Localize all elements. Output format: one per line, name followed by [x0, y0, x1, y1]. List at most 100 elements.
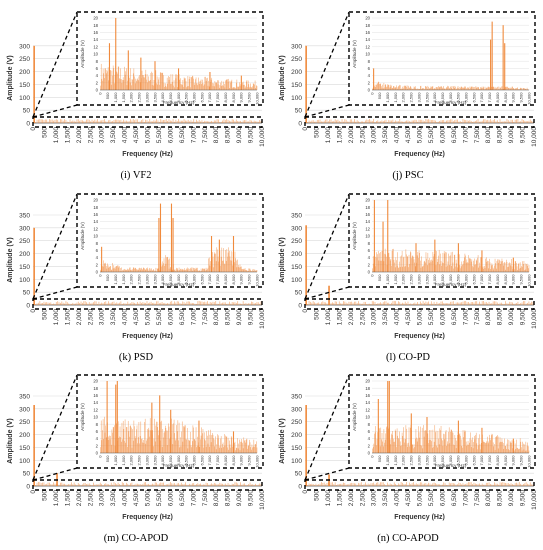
- spectrum-noise-bar: [174, 121, 175, 123]
- inset-spectrum-bar: [517, 87, 518, 90]
- spectrum-noise-bar: [161, 302, 163, 305]
- zoom-region-marker: [32, 298, 263, 310]
- spectrum-noise-bar: [343, 301, 344, 305]
- spectrum-noise-bar: [349, 119, 351, 123]
- inset-spectrum-bar: [447, 261, 449, 272]
- spectrum-noise-bar: [509, 301, 511, 305]
- inset-spectrum-bar: [180, 78, 181, 90]
- inset-spectrum-bar: [433, 88, 435, 90]
- spectrum-noise-bar: [237, 483, 239, 486]
- inset-spectrum-bar: [434, 425, 436, 453]
- inset-spectrum-bar: [141, 70, 143, 90]
- spectrum-noise-bar: [356, 484, 358, 486]
- spectrum-noise-bar: [443, 482, 445, 486]
- spectrum-noise-bar: [418, 119, 420, 123]
- spectrum-noise-bar: [197, 121, 199, 123]
- inset-spectrum-bar: [209, 265, 211, 272]
- inset-spectrum-bar: [494, 86, 496, 90]
- inset-spectrum-bar: [140, 421, 142, 453]
- spectrum-noise-bar: [487, 119, 489, 123]
- inset-spectrum-bar: [234, 441, 236, 453]
- spectrum-noise-bar: [252, 484, 254, 486]
- inset-spectrum-bar: [376, 85, 377, 90]
- spectrum-noise-bar: [80, 120, 82, 123]
- inset-spectrum-bar: [506, 87, 507, 90]
- inset-spectrum-bar: [379, 83, 380, 90]
- inset-spectrum-bar: [486, 261, 488, 272]
- inset-spectrum-bar: [185, 78, 186, 90]
- inset-spectrum-bar: [182, 269, 184, 272]
- inset-spectrum-bar: [418, 88, 420, 90]
- inset-spectrum-bar: [442, 440, 443, 453]
- spectrum-noise-bar: [134, 484, 136, 486]
- inset-spectrum-bar: [464, 431, 465, 453]
- inset-spectrum-bar: [464, 257, 465, 272]
- y-tick-label: 300: [291, 43, 302, 50]
- inset-spectrum-bar: [251, 449, 252, 453]
- spectrum-noise-bar: [50, 119, 52, 123]
- inset-spectrum-bar: [398, 438, 399, 453]
- spectrum-noise-bar: [200, 301, 201, 305]
- inset-spectrum-bar: [444, 88, 446, 90]
- inset-spectrum-bar: [477, 255, 479, 272]
- x-tick-label: 8,500: [225, 309, 232, 326]
- x-tick-label: 9,000: [508, 127, 515, 144]
- spectrum-noise-bar: [259, 483, 261, 486]
- spectrum-noise-bar: [435, 483, 436, 486]
- spectrum-noise-bar: [513, 121, 515, 123]
- inset-x-tick-label: 4,500: [168, 455, 173, 466]
- inset-spectrum-bar: [447, 85, 448, 90]
- inset-spectrum-bar: [229, 80, 231, 90]
- x-tick-label: 2,500: [359, 309, 366, 326]
- spectrum-noise-bar: [455, 484, 457, 486]
- inset-x-tick-label: 1,500: [393, 274, 398, 285]
- x-tick-label: 10,000: [259, 490, 266, 510]
- inset-y-tick-label: 8: [368, 422, 371, 427]
- inset-spectrum-bar: [111, 429, 113, 453]
- x-tick-label: 500: [41, 127, 48, 138]
- spectrum-noise-bar: [113, 301, 115, 305]
- inset-spectrum-bar: [509, 441, 511, 453]
- spectrum-noise-bar: [229, 484, 230, 486]
- zoom-inset-frame: [348, 193, 536, 288]
- spectrum-noise-bar: [211, 120, 212, 123]
- y-tick-label: 100: [19, 277, 30, 284]
- inset-spectrum-bar: [203, 268, 204, 272]
- inset-spectrum-bar: [190, 445, 192, 453]
- spectrum-noise-bar: [235, 119, 237, 123]
- spectrum-noise-bar: [354, 301, 355, 305]
- inset-spectrum-bar: [118, 267, 120, 272]
- inset-spectrum-bar: [122, 420, 124, 453]
- inset-spectrum-bar: [171, 81, 173, 90]
- inset-y-tick-label: 0: [368, 88, 371, 93]
- spectrum-noise-bar: [472, 302, 473, 305]
- spectrum-noise-bar: [316, 484, 318, 486]
- inset-spectrum-bar: [501, 438, 503, 453]
- inset-spectrum-bar: [219, 447, 220, 453]
- x-tick-label: 8,000: [485, 309, 492, 326]
- y-tick-label: 350: [19, 394, 30, 401]
- inset-spectrum-bar: [139, 82, 141, 90]
- inset-spectrum-bar: [153, 438, 155, 453]
- inset-spectrum-bar: [249, 86, 251, 90]
- spectrum-noise-bar: [193, 119, 195, 123]
- inset-x-tick-label: 2,500: [409, 455, 414, 466]
- inset-spectrum-bar: [487, 436, 488, 453]
- inset-spectrum-bar: [149, 79, 151, 90]
- x-tick-label: 7,500: [474, 309, 481, 326]
- spectrum-noise-bar: [374, 121, 376, 123]
- inset-y-tick-label: 6: [368, 248, 371, 253]
- spectrum-noise-bar: [484, 302, 486, 305]
- inset-spectrum-bar: [421, 266, 423, 272]
- spectrum-noise-bar: [182, 120, 184, 123]
- inset-spectrum-bar: [121, 82, 123, 90]
- spectrum-noise-bar: [255, 121, 256, 123]
- inset-spectrum-peak: [457, 243, 459, 272]
- spectrum-noise-bar: [499, 119, 501, 123]
- inset-spectrum-bar: [431, 447, 433, 453]
- inset-spectrum-bar: [454, 85, 456, 90]
- spectrum-noise-bar: [362, 121, 364, 123]
- spectrum-noise-bar: [360, 303, 362, 305]
- inset-spectrum-bar: [104, 432, 106, 453]
